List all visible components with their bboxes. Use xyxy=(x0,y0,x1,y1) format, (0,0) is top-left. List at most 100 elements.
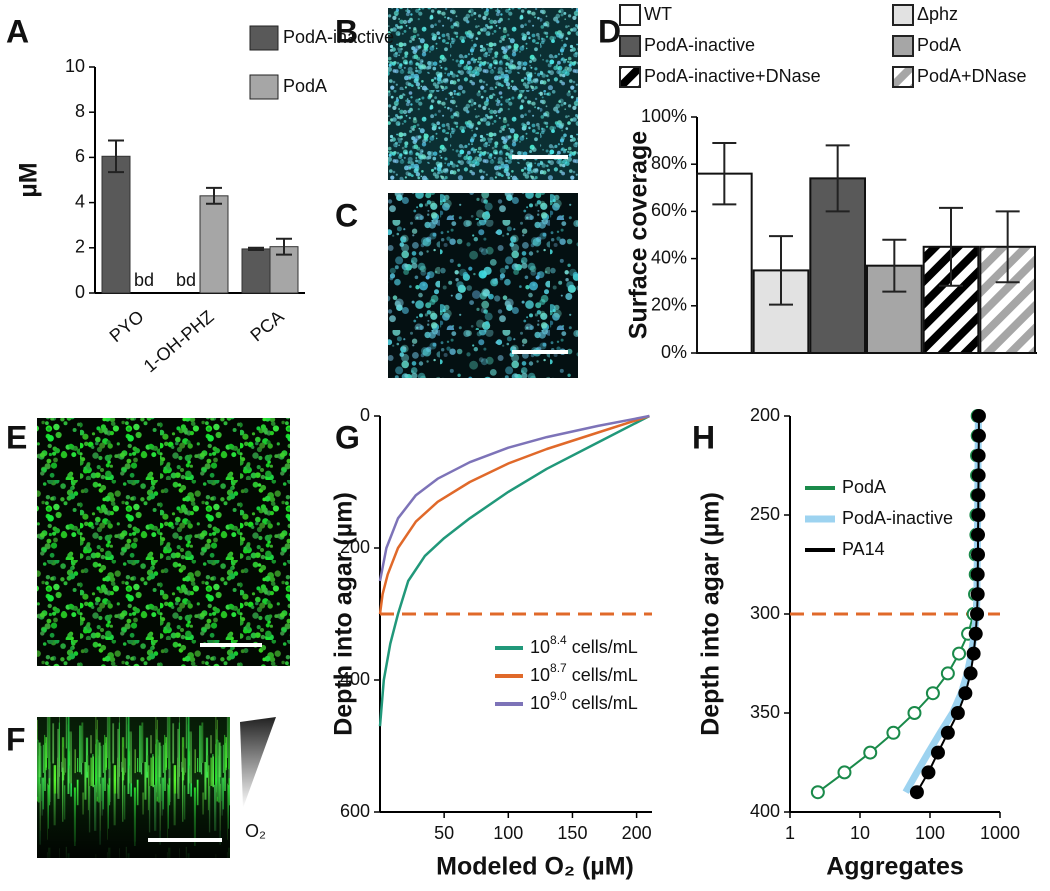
y-tick-label: 6 xyxy=(75,146,85,166)
x-tick-label: PYO xyxy=(106,306,148,346)
panel-letter: E xyxy=(6,419,27,455)
line xyxy=(378,414,650,727)
y-tick-label: 60% xyxy=(651,200,687,220)
x-tick-label: 10 xyxy=(850,823,870,843)
value-label: bd xyxy=(176,270,196,290)
y-axis-label: Depth into agar (µm) xyxy=(697,492,725,736)
legend-swatch xyxy=(619,4,641,26)
panel-letter: G xyxy=(335,419,360,455)
x-tick-label: 50 xyxy=(434,823,454,843)
image-c xyxy=(388,193,578,378)
y-tick-label: 40% xyxy=(651,247,687,267)
legend-label: PodA-inactive xyxy=(644,35,755,55)
y-tick-label: 300 xyxy=(750,603,780,623)
error-bar xyxy=(206,186,222,205)
marker xyxy=(970,587,985,602)
error-bar xyxy=(248,246,264,252)
error-bar xyxy=(276,237,292,256)
panel-letter: H xyxy=(692,419,715,455)
legend-label: 108.4 cells/mL xyxy=(530,633,638,657)
marker xyxy=(940,725,955,740)
marker xyxy=(970,607,985,621)
marker xyxy=(952,646,967,661)
marker xyxy=(968,626,983,641)
marker xyxy=(863,745,878,760)
line xyxy=(378,414,650,615)
image-b xyxy=(388,8,578,180)
panel-letter: C xyxy=(335,197,358,233)
bar xyxy=(101,155,131,294)
marker xyxy=(837,765,852,780)
marker xyxy=(909,785,924,800)
marker xyxy=(971,508,986,522)
x-tick-label: 100 xyxy=(493,823,523,843)
error-bar xyxy=(939,206,963,287)
legend-exponent: 8.7 xyxy=(550,661,567,675)
legend-swatch xyxy=(892,66,914,88)
x-tick-label: 100 xyxy=(915,823,945,843)
marker xyxy=(971,468,986,483)
legend-base: 10 xyxy=(530,665,550,685)
panel-letter: F xyxy=(6,721,26,757)
legend-swatch xyxy=(619,66,641,88)
marker xyxy=(971,428,986,443)
legend-label: PodA-inactive xyxy=(842,508,953,528)
bar xyxy=(199,195,229,294)
legend-label: 109.0 cells/mL xyxy=(530,689,638,713)
marker xyxy=(925,686,940,701)
marker xyxy=(963,666,978,681)
marker xyxy=(930,745,945,760)
x-axis-label: Aggregates xyxy=(826,853,964,881)
x-tick-label: 1-OH-PHZ xyxy=(140,306,218,376)
legend-label: PodA+DNase xyxy=(917,66,1027,86)
error-bar xyxy=(108,139,124,174)
legend-label: PodA xyxy=(842,477,886,497)
line xyxy=(378,414,650,582)
x-tick-label: 200 xyxy=(622,823,652,843)
legend-unit: cells/mL xyxy=(572,665,638,685)
y-tick-label: 350 xyxy=(750,702,780,722)
marker xyxy=(810,785,825,800)
legend-exponent: 9.0 xyxy=(550,689,567,703)
y-tick-label: 250 xyxy=(750,504,780,524)
panel-letter: A xyxy=(6,13,29,49)
y-tick-label: 400 xyxy=(340,669,370,689)
x-tick-label: PCA xyxy=(246,306,287,345)
marker xyxy=(971,527,986,542)
x-tick-label: 1 xyxy=(785,823,795,843)
marker xyxy=(886,725,901,740)
y-tick-label: 2 xyxy=(75,237,85,257)
legend-exponent: 8.4 xyxy=(550,633,567,647)
marker xyxy=(907,706,922,720)
y-axis-label: µM xyxy=(15,162,43,197)
marker xyxy=(940,666,955,681)
y-tick-label: 0 xyxy=(75,282,85,302)
marker xyxy=(971,547,986,562)
x-tick-label: 1000 xyxy=(980,823,1020,843)
legend-unit: cells/mL xyxy=(572,693,638,713)
legend-swatch xyxy=(249,25,279,51)
y-tick-label: 0 xyxy=(360,405,370,425)
image-e xyxy=(37,418,290,666)
marker xyxy=(971,409,986,423)
y-tick-label: 80% xyxy=(651,153,687,173)
bar xyxy=(241,248,271,294)
marker xyxy=(958,686,973,701)
y-axis-label: Surface coverage xyxy=(625,131,653,340)
error-bar xyxy=(769,235,793,306)
legend-unit: cells/mL xyxy=(572,637,638,657)
legend-base: 10 xyxy=(530,637,550,657)
legend-swatch xyxy=(619,35,641,57)
error-bar xyxy=(995,210,1020,284)
panel-letter: D xyxy=(598,13,621,49)
marker xyxy=(921,765,936,780)
legend-swatch xyxy=(249,74,279,100)
legend-label: PodA-inactive xyxy=(283,27,394,47)
y-tick-label: 20% xyxy=(651,295,687,315)
legend-label: Δphz xyxy=(917,4,958,24)
y-tick-label: 200 xyxy=(340,537,370,557)
y-tick-label: 10 xyxy=(65,56,85,76)
